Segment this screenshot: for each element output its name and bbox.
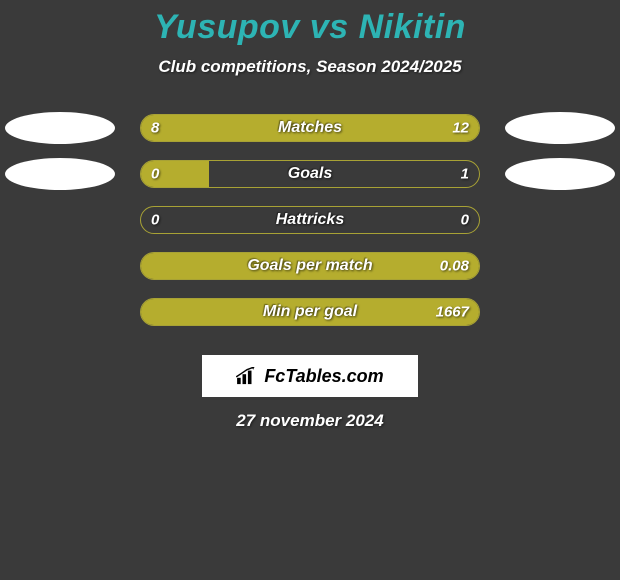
player-right-marker <box>505 112 615 144</box>
vs-text: vs <box>310 8 349 46</box>
brand-label: FcTables.com <box>264 366 383 387</box>
stat-bar: 01Goals <box>140 160 480 188</box>
stat-bar: 812Matches <box>140 114 480 142</box>
player-left-marker <box>5 112 115 144</box>
stat-value-left: 0 <box>151 212 159 229</box>
stat-row: 812Matches <box>0 105 620 151</box>
brand-box: FcTables.com <box>202 355 418 397</box>
player-left-name: Yusupov <box>154 8 300 46</box>
bar-chart-icon <box>236 367 258 385</box>
stat-row: 1667Min per goal <box>0 289 620 335</box>
stat-row: 0 0Hattricks <box>0 197 620 243</box>
bar-fill-left <box>141 253 479 279</box>
comparison-infographic: Yusupov vs Nikitin Club competitions, Se… <box>0 0 620 580</box>
stat-rows: 812Matches 01Goals 0 0Hattricks 0.08Goals pe… <box>0 105 620 335</box>
bar-fill-left <box>141 299 479 325</box>
date-label: 27 november 2024 <box>0 411 620 431</box>
page-title: Yusupov vs Nikitin <box>0 0 620 47</box>
subtitle: Club competitions, Season 2024/2025 <box>0 57 620 77</box>
stat-row: 0.08Goals per match <box>0 243 620 289</box>
player-left-marker <box>5 158 115 190</box>
stat-value-right: 1 <box>461 166 469 183</box>
stat-bar: 0.08Goals per match <box>140 252 480 280</box>
bar-fill-right <box>276 115 479 141</box>
stat-row: 01Goals <box>0 151 620 197</box>
player-right-name: Nikitin <box>359 8 466 46</box>
player-right-marker <box>505 158 615 190</box>
bar-fill-left <box>141 115 276 141</box>
stat-bar: 1667Min per goal <box>140 298 480 326</box>
stat-value-right: 0 <box>461 212 469 229</box>
bar-fill-left <box>141 161 209 187</box>
stat-bar: 0 0Hattricks <box>140 206 480 234</box>
stat-label: Hattricks <box>141 211 479 229</box>
